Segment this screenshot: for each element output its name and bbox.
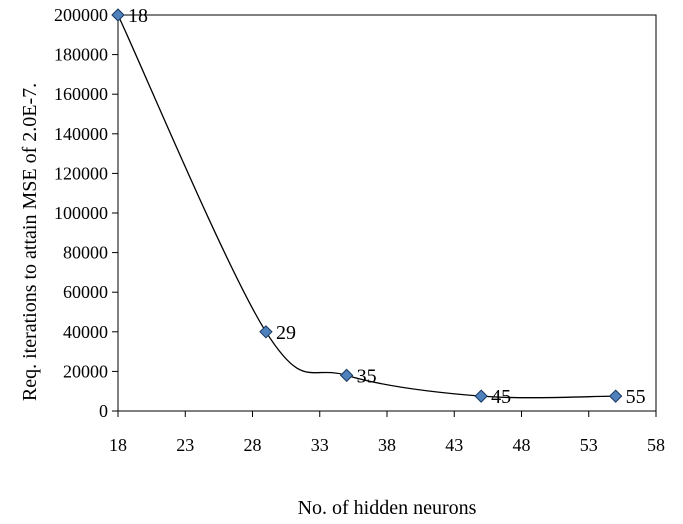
x-axis-ticks: 18 23 28 33 38 43 48 53 58 — [109, 411, 665, 455]
y-tick-label: 180000 — [54, 45, 108, 65]
y-tick-label: 60000 — [63, 282, 108, 302]
data-point-marker — [474, 389, 488, 403]
y-axis-ticks: 0 20000 40000 60000 80000 100000 120000 140000 1… — [54, 5, 118, 421]
y-tick-label: 200000 — [54, 5, 108, 25]
x-axis-title: No. of hidden neurons — [298, 497, 477, 519]
data-point-label: 55 — [626, 386, 646, 408]
y-tick-label: 160000 — [54, 84, 108, 104]
y-tick-label: 40000 — [63, 322, 108, 342]
data-point-label: 29 — [276, 322, 296, 344]
x-tick-label: 28 — [244, 435, 262, 455]
x-tick-label: 53 — [580, 435, 598, 455]
data-point-label: 45 — [491, 386, 511, 408]
y-tick-label: 100000 — [54, 203, 108, 223]
data-point-marker — [259, 325, 273, 339]
x-tick-label: 18 — [109, 435, 127, 455]
x-tick-label: 33 — [311, 435, 329, 455]
data-point-label: 18 — [128, 5, 148, 27]
data-point-label: 35 — [357, 365, 377, 387]
data-point-marker — [111, 8, 125, 22]
x-tick-label: 43 — [445, 435, 463, 455]
data-point-marker — [339, 368, 354, 383]
data-point-marker — [608, 389, 623, 403]
y-tick-label: 0 — [99, 401, 108, 421]
y-tick-label: 20000 — [63, 361, 108, 381]
x-tick-label: 58 — [647, 435, 665, 455]
y-tick-label: 120000 — [54, 163, 108, 183]
y-tick-label: 80000 — [63, 243, 108, 263]
series-markers — [111, 8, 623, 403]
x-tick-label: 23 — [176, 435, 194, 455]
data-labels: 18 29 35 45 55 — [128, 5, 646, 408]
x-tick-label: 48 — [513, 435, 531, 455]
x-tick-label: 38 — [378, 435, 396, 455]
plot-area — [117, 14, 657, 412]
y-axis-title: Req. iterations to attain MSE of 2.0E-7. — [19, 83, 41, 401]
series-line — [117, 14, 616, 399]
y-tick-label: 140000 — [54, 124, 108, 144]
